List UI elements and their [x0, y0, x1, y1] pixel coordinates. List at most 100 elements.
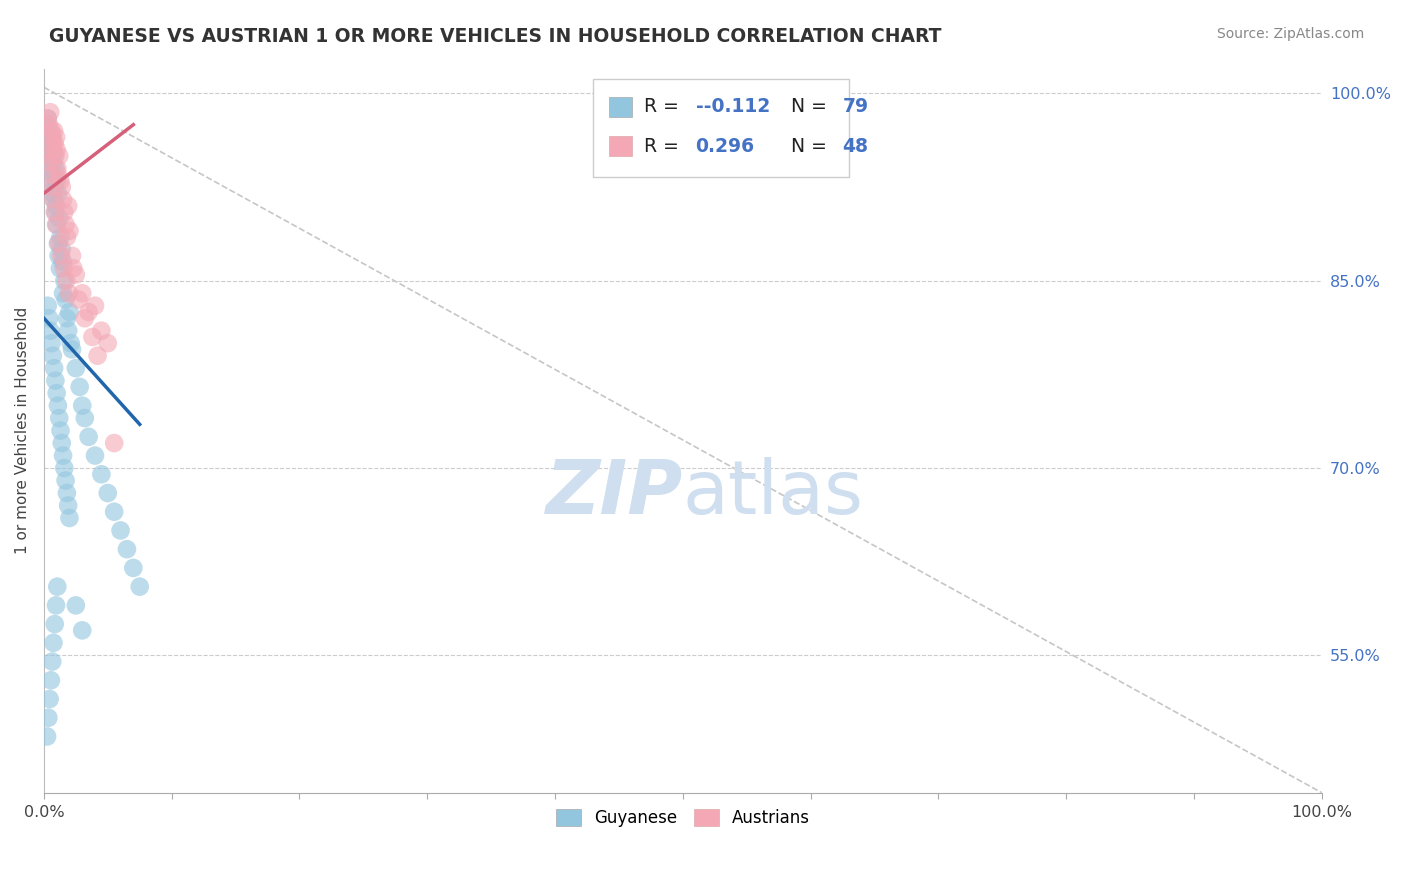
- Point: [42, 636, 65, 650]
- Point: [110, 524, 132, 538]
- Point: [70, 399, 93, 413]
- Text: R =: R =: [644, 97, 685, 116]
- FancyBboxPatch shape: [593, 79, 849, 178]
- Point: [48, 149, 70, 163]
- Point: [39, 149, 62, 163]
- Point: [39, 324, 62, 338]
- Point: [37, 149, 59, 163]
- Text: 0.296: 0.296: [696, 136, 755, 155]
- Point: [45, 386, 67, 401]
- Point: [37, 299, 59, 313]
- Point: [41, 124, 63, 138]
- Point: [44, 161, 66, 176]
- Point: [41, 130, 63, 145]
- Point: [37, 112, 59, 126]
- Point: [44, 617, 66, 632]
- Point: [46, 186, 69, 201]
- Point: [53, 205, 76, 219]
- Point: [58, 286, 80, 301]
- Text: Source: ZipAtlas.com: Source: ZipAtlas.com: [1216, 27, 1364, 41]
- Point: [56, 230, 79, 244]
- Point: [46, 399, 69, 413]
- Point: [45, 218, 67, 232]
- Point: [37, 711, 59, 725]
- Point: [37, 112, 59, 126]
- Point: [42, 124, 65, 138]
- Point: [70, 286, 93, 301]
- Point: [44, 149, 66, 163]
- Point: [62, 261, 84, 276]
- Point: [41, 130, 63, 145]
- Point: [45, 599, 67, 613]
- Point: [38, 311, 60, 326]
- Point: [60, 249, 83, 263]
- Point: [42, 361, 65, 376]
- Point: [51, 243, 73, 257]
- Text: 79: 79: [842, 97, 869, 116]
- Point: [45, 218, 67, 232]
- Point: [39, 673, 62, 688]
- Point: [65, 361, 87, 376]
- Point: [58, 305, 80, 319]
- Point: [56, 199, 79, 213]
- Point: [77, 305, 100, 319]
- Text: N =: N =: [792, 97, 834, 116]
- Point: [56, 324, 79, 338]
- Text: R =: R =: [644, 136, 685, 155]
- Point: [73, 311, 96, 326]
- Point: [103, 436, 125, 450]
- Point: [41, 655, 63, 669]
- FancyBboxPatch shape: [609, 96, 631, 117]
- Point: [65, 599, 87, 613]
- Text: ZIP: ZIP: [546, 457, 683, 530]
- Point: [38, 124, 60, 138]
- Point: [48, 236, 70, 251]
- Point: [42, 136, 65, 151]
- Point: [48, 211, 70, 226]
- Point: [67, 293, 90, 307]
- Point: [44, 374, 66, 388]
- Point: [84, 299, 107, 313]
- Point: [39, 136, 62, 151]
- Point: [65, 268, 87, 282]
- Point: [42, 143, 65, 157]
- Point: [52, 449, 75, 463]
- Point: [58, 224, 80, 238]
- Point: [56, 486, 79, 500]
- Point: [35, 118, 58, 132]
- Point: [46, 236, 69, 251]
- Text: atlas: atlas: [683, 457, 863, 530]
- Point: [49, 174, 72, 188]
- Point: [49, 249, 72, 263]
- Point: [45, 199, 67, 213]
- Point: [82, 330, 104, 344]
- Point: [55, 474, 77, 488]
- Point: [52, 193, 75, 207]
- Point: [60, 343, 83, 357]
- Point: [48, 249, 70, 263]
- Text: N =: N =: [792, 136, 834, 155]
- Point: [86, 349, 108, 363]
- Point: [103, 505, 125, 519]
- Legend: Guyanese, Austrians: Guyanese, Austrians: [547, 800, 818, 835]
- Point: [42, 155, 65, 169]
- Point: [39, 105, 62, 120]
- Point: [42, 193, 65, 207]
- Point: [55, 293, 77, 307]
- Point: [38, 118, 60, 132]
- Point: [46, 580, 69, 594]
- Point: [69, 380, 91, 394]
- Point: [70, 624, 93, 638]
- Point: [41, 336, 63, 351]
- Point: [48, 411, 70, 425]
- Point: [49, 424, 72, 438]
- Text: 48: 48: [842, 136, 869, 155]
- Point: [128, 580, 150, 594]
- Point: [52, 261, 75, 276]
- Point: [41, 180, 63, 194]
- Point: [44, 180, 66, 194]
- Point: [53, 274, 76, 288]
- Point: [52, 255, 75, 269]
- Point: [39, 161, 62, 176]
- Point: [97, 486, 120, 500]
